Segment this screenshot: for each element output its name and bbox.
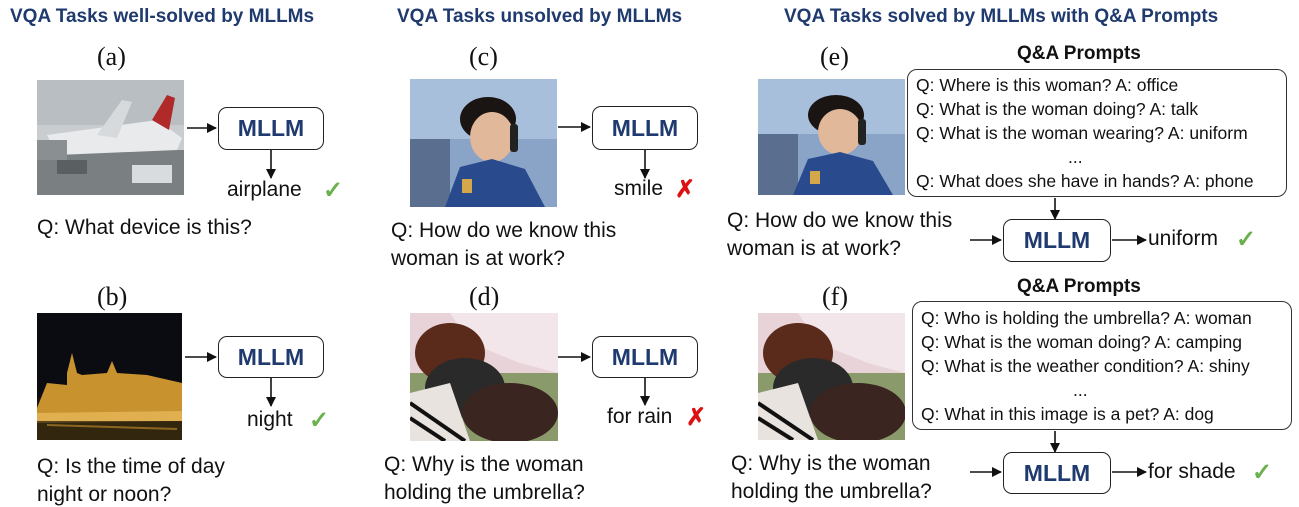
cross-icon: ✗ xyxy=(686,404,707,431)
prompt-line: Q: Where is this woman? A: office xyxy=(916,75,1179,95)
mllm-box-c: MLLM xyxy=(592,106,698,150)
answer-b: night xyxy=(247,408,293,431)
question-e-line2: woman is at work? xyxy=(727,237,901,260)
check-icon: ✓ xyxy=(1236,226,1257,253)
mllm-box-b: MLLM xyxy=(218,336,324,378)
answer-a: airplane xyxy=(227,178,302,201)
prompt-line: Q: Who is holding the umbrella? A: woman xyxy=(921,308,1252,328)
panel-label-f: (f) xyxy=(822,282,848,311)
answer-e: uniform xyxy=(1148,227,1219,250)
mllm-box-a: MLLM xyxy=(218,107,324,150)
check-icon: ✓ xyxy=(323,177,344,204)
prompt-line: Q: What in this image is a pet? A: dog xyxy=(921,404,1214,424)
prompt-line: Q: What is the woman doing? A: camping xyxy=(921,332,1242,352)
question-f-line1: Q: Why is the woman xyxy=(731,452,931,475)
qa-prompts-box-e: Q: Where is this woman? A: office Q: Wha… xyxy=(907,69,1287,197)
prompt-line: Q: What is the woman wearing? A: uniform xyxy=(916,123,1248,143)
panel-label-a: (a) xyxy=(97,42,126,71)
woman-phone-photo-e xyxy=(758,79,905,195)
question-d-line2: holding the umbrella? xyxy=(384,481,585,504)
question-c-line2: woman is at work? xyxy=(391,247,565,270)
woman-umbrella-dog-photo xyxy=(410,313,558,441)
mllm-box-e: MLLM xyxy=(1003,219,1111,262)
woman-umbrella-dog-photo-f xyxy=(758,313,905,440)
left-column-title: VQA Tasks well-solved by MLLMs xyxy=(10,6,315,27)
mllm-box-d: MLLM xyxy=(592,336,698,378)
right-column-title: VQA Tasks solved by MLLMs with Q&A Promp… xyxy=(784,6,1219,27)
airplane-photo xyxy=(37,80,184,195)
question-a: Q: What device is this? xyxy=(37,216,252,239)
panel-label-e: (e) xyxy=(820,42,849,71)
cross-icon: ✗ xyxy=(675,176,696,203)
middle-column-title: VQA Tasks unsolved by MLLMs xyxy=(397,6,683,27)
question-b-line2: night or noon? xyxy=(37,483,172,506)
question-f-line2: holding the umbrella? xyxy=(731,480,932,503)
check-icon: ✓ xyxy=(1252,459,1273,486)
check-icon: ✓ xyxy=(309,407,330,434)
qa-prompts-box-f: Q: Who is holding the umbrella? A: woman… xyxy=(912,301,1292,430)
panel-label-d: (d) xyxy=(469,282,500,311)
answer-d: for rain xyxy=(607,405,673,428)
question-c-line1: Q: How do we know this xyxy=(391,219,617,242)
panel-label-b: (b) xyxy=(97,282,128,311)
question-b-line1: Q: Is the time of day xyxy=(37,455,225,478)
answer-f: for shade xyxy=(1148,460,1236,483)
answer-c: smile xyxy=(614,177,664,200)
mllm-box-f: MLLM xyxy=(1003,452,1111,494)
prompt-line: Q: What does she have in hands? A: phone xyxy=(916,171,1254,191)
prompt-ellipsis: ... xyxy=(1073,380,1088,400)
night-building-photo xyxy=(37,313,182,440)
prompt-line: Q: What is the weather condition? A: shi… xyxy=(921,356,1250,376)
question-e-line1: Q: How do we know this xyxy=(727,209,953,232)
panel-label-c: (c) xyxy=(469,42,498,71)
question-d-line1: Q: Why is the woman xyxy=(384,453,584,476)
prompt-line: Q: What is the woman doing? A: talk xyxy=(916,99,1199,119)
prompt-ellipsis: ... xyxy=(1068,147,1083,167)
qa-prompts-title-f: Q&A Prompts xyxy=(1017,276,1141,297)
qa-prompts-title-e: Q&A Prompts xyxy=(1017,43,1141,64)
woman-phone-photo xyxy=(410,79,557,207)
